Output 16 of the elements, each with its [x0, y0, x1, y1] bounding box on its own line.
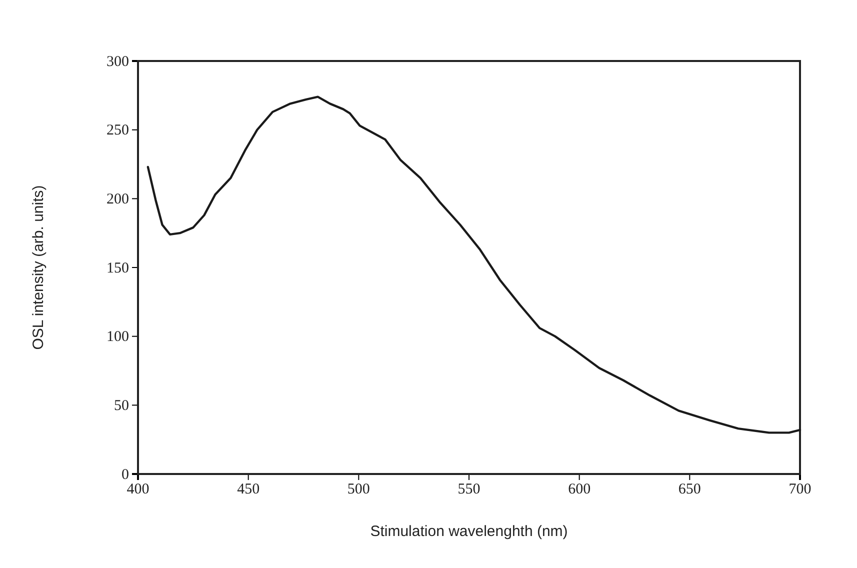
- y-tick-label: 150: [106, 260, 129, 276]
- x-tick-label: 700: [788, 482, 812, 498]
- y-tick-label: 0: [122, 466, 129, 483]
- x-tick-label: 500: [347, 482, 370, 498]
- x-tick-label: 400: [126, 482, 150, 498]
- y-axis-title: OSL intensity (arb. units): [30, 185, 47, 350]
- y-tick-label: 300: [106, 54, 129, 70]
- x-tick-label: 450: [237, 482, 260, 498]
- x-tick-label: 600: [568, 482, 591, 498]
- y-tick-label: 50: [114, 398, 129, 414]
- y-tick-label: 250: [106, 122, 129, 139]
- y-tick-label: 100: [106, 329, 129, 346]
- x-tick-label: 650: [678, 482, 701, 498]
- y-tick-label: 200: [106, 191, 129, 208]
- x-tick-label: 550: [458, 482, 480, 498]
- x-axis-title: Stimulation wavelenghth (nm): [370, 523, 568, 540]
